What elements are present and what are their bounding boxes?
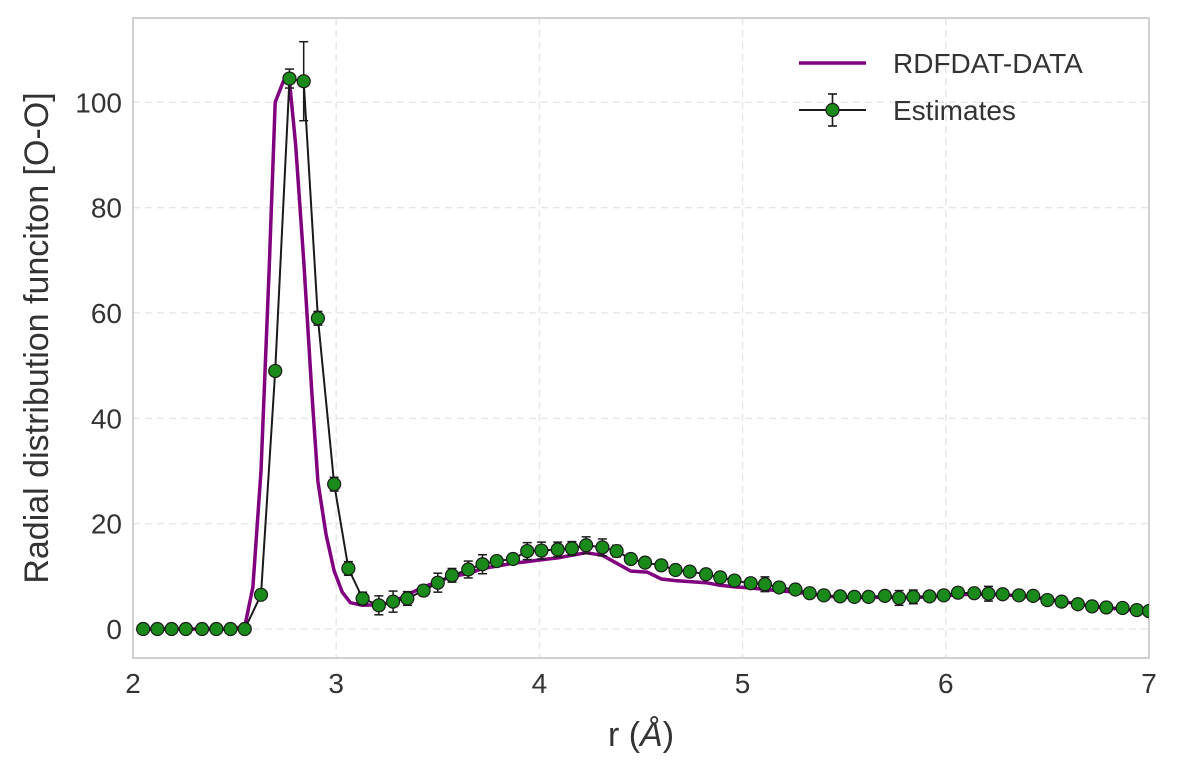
data-point (505, 551, 521, 567)
series-layer (136, 40, 1149, 637)
data-point (906, 589, 921, 604)
data-point (150, 621, 165, 637)
y-tick-label: 60 (91, 298, 122, 329)
data-point (253, 587, 269, 602)
x-tick-label: 2 (125, 668, 141, 699)
data-point (950, 585, 966, 600)
data-point (444, 568, 460, 583)
legend-swatch-estimates-marker (825, 102, 840, 118)
data-point (371, 598, 386, 613)
data-point (209, 621, 224, 637)
data-point (430, 575, 445, 590)
y-axis-title: Radial distribution funciton [O-O] (18, 92, 56, 583)
data-point (1054, 594, 1069, 609)
data-point (268, 363, 283, 379)
data-point (788, 582, 803, 597)
data-point (223, 621, 238, 637)
data-point (1026, 588, 1041, 603)
data-point (772, 580, 787, 595)
x-tick-label: 6 (938, 668, 954, 699)
series-line-estimates (143, 77, 1149, 630)
data-point (922, 589, 937, 604)
data-point (1099, 600, 1114, 615)
data-point (550, 542, 565, 557)
data-point (1085, 599, 1100, 614)
y-tick-label: 40 (91, 403, 122, 434)
x-tick-label: 3 (328, 668, 344, 699)
data-point (341, 561, 356, 576)
data-point (654, 558, 669, 573)
data-point (891, 590, 907, 606)
x-tick-label: 5 (735, 668, 751, 699)
data-point (355, 591, 370, 606)
data-point (282, 71, 297, 86)
x-axis-title: r (Å) (608, 716, 674, 754)
data-point (1129, 602, 1144, 618)
legend-label-rdfdat: RDFDAT-DATA (893, 48, 1083, 79)
data-point (296, 74, 311, 89)
data-point (877, 588, 892, 603)
data-point (847, 589, 862, 604)
data-point (385, 594, 401, 609)
legend: RDFDAT-DATA Estimates (799, 48, 1083, 127)
data-point (995, 587, 1010, 602)
data-point (668, 562, 683, 578)
data-point (534, 543, 549, 558)
data-point (327, 477, 342, 492)
data-point (310, 311, 326, 326)
y-tick-label: 20 (91, 509, 122, 540)
data-point (520, 543, 535, 559)
data-point (1040, 592, 1055, 608)
data-point (861, 589, 876, 604)
data-point (164, 621, 179, 637)
data-point (1141, 604, 1149, 619)
y-tick-label: 0 (106, 614, 122, 645)
y-axis-ticks: 0 20 40 60 80 100 (75, 87, 122, 645)
x-tick-label: 7 (1141, 668, 1157, 699)
data-point (194, 621, 210, 637)
data-point (623, 551, 638, 567)
series-line-rdfdat (143, 79, 1149, 631)
x-tick-label: 4 (532, 668, 548, 699)
x-axis-ticks: 2 3 4 5 6 7 (125, 668, 1157, 699)
data-point (178, 621, 193, 637)
data-point (713, 570, 728, 585)
data-point (833, 589, 848, 604)
data-point (637, 555, 653, 570)
data-point (579, 538, 594, 553)
data-point (1070, 597, 1085, 612)
legend-label-estimates: Estimates (893, 95, 1016, 126)
data-point (743, 576, 758, 591)
data-point (489, 553, 504, 569)
y-tick-label: 80 (91, 193, 122, 224)
plot-frame (132, 17, 1150, 659)
data-point (936, 588, 951, 603)
data-point (682, 564, 697, 579)
data-point (698, 567, 714, 582)
data-point (416, 583, 431, 598)
data-point (400, 591, 415, 606)
data-point (967, 586, 982, 601)
data-point (475, 557, 490, 572)
data-point (757, 577, 773, 592)
data-point (564, 541, 580, 556)
data-point (237, 621, 252, 637)
data-point (1011, 588, 1027, 603)
data-point (727, 573, 742, 588)
data-point (609, 543, 624, 559)
data-point (461, 562, 476, 577)
data-point (1115, 600, 1130, 616)
data-point (802, 586, 817, 601)
data-point (595, 540, 610, 555)
y-tick-label: 100 (75, 87, 122, 118)
data-point (816, 588, 831, 603)
data-point (981, 586, 996, 601)
data-point (136, 621, 151, 637)
